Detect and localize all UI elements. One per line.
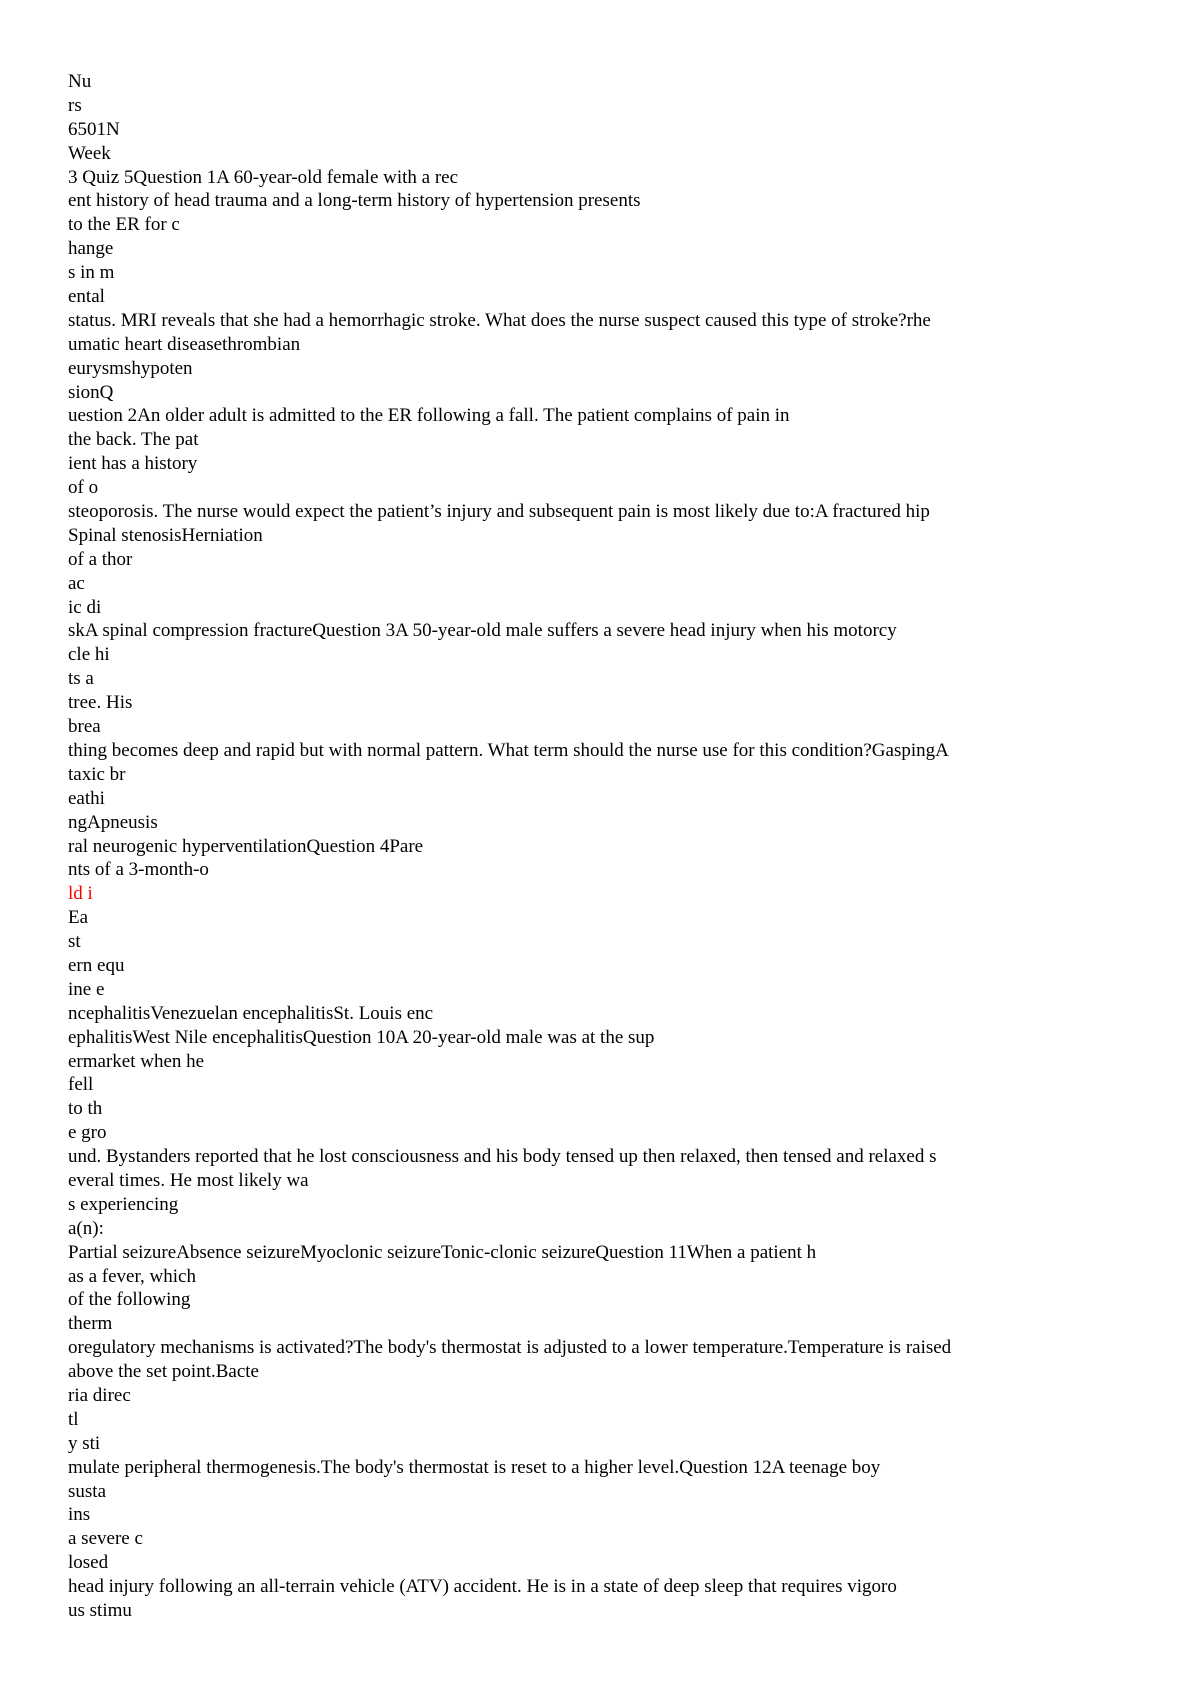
text-line: of a thor xyxy=(68,548,133,570)
text-line: rs xyxy=(68,94,82,116)
text-line: therm xyxy=(68,1313,113,1335)
text-line: ic di xyxy=(68,596,102,618)
text-line: ins xyxy=(68,1504,91,1526)
text-line: steoporosis. The nurse would expect the … xyxy=(68,501,930,523)
text-line: status. MRI reveals that she had a hemor… xyxy=(68,309,931,331)
text-line: of o xyxy=(68,477,99,499)
text-line: ngApneusis xyxy=(68,811,158,833)
text-line: ermarket when he xyxy=(68,1050,205,1072)
text-line: head injury following an all-terrain veh… xyxy=(68,1576,897,1598)
text-line: ental xyxy=(68,286,105,308)
document-page: Nu rs 6501N Week 3 Quiz 5Question 1A 60-year… xyxy=(68,70,951,1623)
text-line: ern equ xyxy=(68,954,125,976)
text-line: st xyxy=(68,931,81,953)
text-line: ts a xyxy=(68,668,94,690)
text-line: ncephalitisVenezuelan encephalitisSt. Lo… xyxy=(68,1002,434,1024)
text-line: susta xyxy=(68,1480,106,1502)
text-line: skA spinal compression fractureQuestion … xyxy=(68,620,897,642)
text-line: ine e xyxy=(68,978,105,1000)
text-line: Partial seizureAbsence seizureMyoclonic … xyxy=(68,1241,817,1263)
text-line: Nu xyxy=(68,71,92,92)
text-line: s experiencing xyxy=(68,1193,179,1215)
text-line: 6501N xyxy=(68,118,120,140)
text-line: a(n): xyxy=(68,1217,104,1239)
text-line: tl xyxy=(68,1408,79,1430)
text-line: the back. The pat xyxy=(68,429,199,451)
text-line: eathi xyxy=(68,787,105,809)
text-line: y sti xyxy=(68,1432,101,1454)
text-line: Ea xyxy=(68,907,89,929)
text-line: ient has a history xyxy=(68,453,198,475)
text-line: fell xyxy=(68,1074,94,1096)
text-line: Spinal stenosisHerniation xyxy=(68,524,263,546)
text-line: ria direc xyxy=(68,1384,131,1406)
text-line: cle hi xyxy=(68,644,110,666)
text-line: und. Bystanders reported that he lost co… xyxy=(68,1146,937,1168)
text-line: ac xyxy=(68,572,85,594)
text-line: to th xyxy=(68,1098,103,1120)
text-line: a severe c xyxy=(68,1528,143,1550)
text-line: oregulatory mechanisms is activated?The … xyxy=(68,1337,952,1359)
text-line: us stimu xyxy=(68,1600,132,1621)
text-line: to the ER for c xyxy=(68,214,180,236)
text-line: ral neurogenic hyperventilationQuestion … xyxy=(68,835,424,857)
text-line: taxic br xyxy=(68,763,126,785)
text-line: of the following xyxy=(68,1289,191,1311)
text-line: brea xyxy=(68,716,101,738)
text-line: tree. His xyxy=(68,692,133,714)
text-line: Week xyxy=(68,142,111,164)
text-line: e gro xyxy=(68,1122,107,1144)
text-line: eurysmshypoten xyxy=(68,357,193,379)
text-line: uestion 2An older adult is admitted to t… xyxy=(68,405,790,427)
text-line: nts of a 3-month-o xyxy=(68,859,209,881)
text-line: thing becomes deep and rapid but with no… xyxy=(68,739,949,761)
text-line: ent history of head trauma and a long-te… xyxy=(68,190,641,212)
text-line: sionQ xyxy=(68,381,114,403)
text-line: 3 Quiz 5Question 1A 60-year-old female w… xyxy=(68,166,459,188)
text-line: hange xyxy=(68,238,114,260)
text-line: umatic heart diseasethrombian xyxy=(68,333,301,355)
highlighted-text-line: ld i xyxy=(68,883,93,905)
text-line: s in m xyxy=(68,262,115,284)
text-line: ephalitisWest Nile encephalitisQuestion … xyxy=(68,1026,655,1048)
text-line: above the set point.Bacte xyxy=(68,1361,259,1383)
text-line: losed xyxy=(68,1552,109,1574)
text-line: everal times. He most likely wa xyxy=(68,1169,309,1191)
text-line: as a fever, which xyxy=(68,1265,196,1287)
text-line: mulate peripheral thermogenesis.The body… xyxy=(68,1456,881,1478)
